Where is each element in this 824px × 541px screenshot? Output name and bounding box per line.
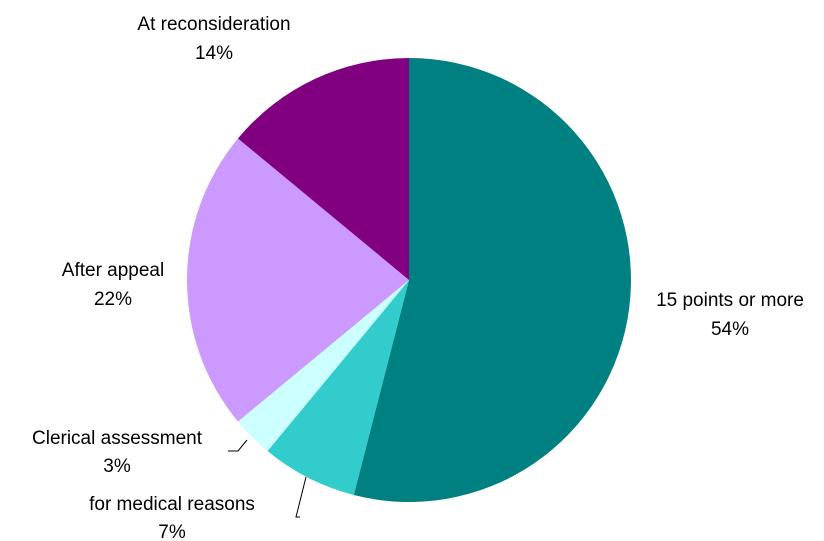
pie-slice-1 <box>353 58 631 502</box>
pie-slice-2 <box>267 280 409 496</box>
pie-slice-3 <box>237 280 409 452</box>
slice-label-3: Clerical assessment <box>32 428 203 449</box>
slice-label-1: 15 points or more <box>656 290 804 311</box>
slice-label-5: At reconsideration <box>137 14 290 35</box>
slice-value-label-5: 14% <box>195 43 233 64</box>
slice-value-label-3: 3% <box>103 456 131 477</box>
pie-slice-5 <box>237 58 409 280</box>
slice-labels: 15 points or more 54% for medical reasons 7… <box>32 14 804 541</box>
pie-slices <box>187 58 631 502</box>
slice-label-4: After appeal <box>62 260 164 281</box>
slice-value-label-2: 7% <box>158 522 186 541</box>
leader-line-3 <box>228 439 248 452</box>
leader-lines <box>228 439 307 518</box>
slice-value-label-1: 54% <box>711 319 749 340</box>
leader-line-2 <box>295 476 307 518</box>
slice-value-label-4: 22% <box>94 289 132 310</box>
slice-label-2: for medical reasons <box>89 494 255 515</box>
pie-slice-4 <box>187 138 409 422</box>
